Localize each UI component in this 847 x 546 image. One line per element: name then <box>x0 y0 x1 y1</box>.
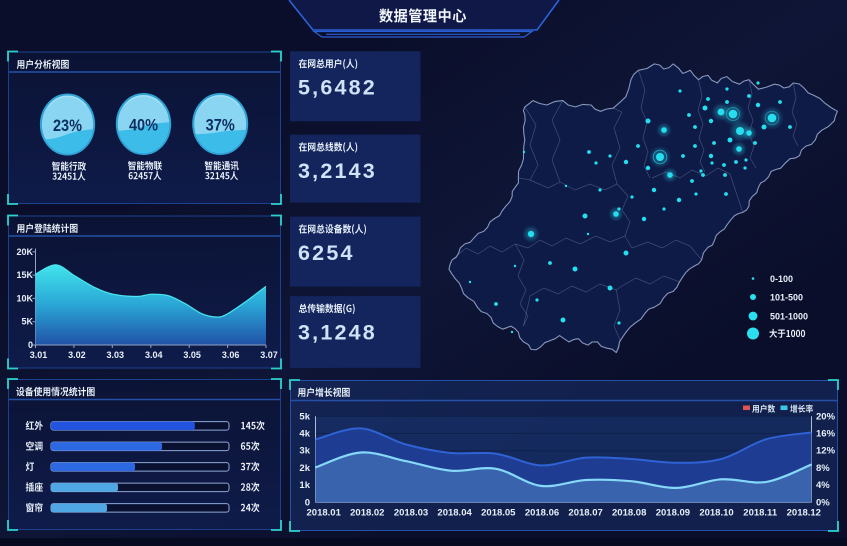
svg-text:3.01: 3.01 <box>30 350 48 360</box>
svg-text:2018.07: 2018.07 <box>568 508 602 519</box>
svg-text:4k: 4k <box>299 429 310 440</box>
svg-text:3k: 3k <box>299 446 310 457</box>
svg-text:0: 0 <box>28 340 33 350</box>
svg-text:0-100: 0-100 <box>770 274 793 284</box>
svg-text:2018.08: 2018.08 <box>612 508 646 519</box>
svg-text:2018.04: 2018.04 <box>437 508 472 519</box>
svg-text:2018.12: 2018.12 <box>787 508 821 519</box>
svg-text:5K: 5K <box>21 317 33 327</box>
svg-text:16%: 16% <box>816 429 836 440</box>
svg-text:37%: 37% <box>206 117 235 135</box>
svg-text:3,1248: 3,1248 <box>298 321 377 345</box>
svg-text:2k: 2k <box>299 463 310 474</box>
svg-text:8%: 8% <box>816 463 830 474</box>
svg-text:12%: 12% <box>816 446 836 457</box>
svg-text:3.07: 3.07 <box>260 350 278 360</box>
svg-text:20K: 20K <box>16 247 33 257</box>
svg-text:2018.11: 2018.11 <box>743 508 778 519</box>
svg-text:0%: 0% <box>816 497 830 508</box>
svg-text:4%: 4% <box>816 480 830 491</box>
svg-text:2018.03: 2018.03 <box>394 508 428 519</box>
svg-text:6254: 6254 <box>298 241 355 265</box>
svg-text:3.06: 3.06 <box>222 350 240 360</box>
svg-text:0: 0 <box>305 497 310 508</box>
svg-text:3.03: 3.03 <box>107 350 125 360</box>
svg-text:2018.01: 2018.01 <box>307 508 342 519</box>
svg-text:2018.09: 2018.09 <box>656 508 690 519</box>
svg-text:5k: 5k <box>299 411 310 422</box>
svg-text:3,2143: 3,2143 <box>298 159 377 183</box>
svg-text:5,6482: 5,6482 <box>298 76 377 100</box>
svg-text:15K: 15K <box>16 270 33 280</box>
svg-text:40%: 40% <box>129 117 158 135</box>
svg-text:2018.06: 2018.06 <box>525 508 559 519</box>
svg-text:501-1000: 501-1000 <box>770 312 808 322</box>
svg-text:3.04: 3.04 <box>145 350 163 360</box>
svg-text:2018.05: 2018.05 <box>481 508 516 519</box>
svg-text:2018.10: 2018.10 <box>699 508 733 519</box>
svg-text:1k: 1k <box>299 480 310 491</box>
svg-text:2018.02: 2018.02 <box>350 508 384 519</box>
svg-text:10K: 10K <box>16 293 33 303</box>
svg-text:20%: 20% <box>816 411 836 422</box>
svg-text:101-500: 101-500 <box>770 293 803 303</box>
svg-text:23%: 23% <box>53 117 82 135</box>
svg-text:3.02: 3.02 <box>68 350 86 360</box>
svg-text:3.05: 3.05 <box>183 350 201 360</box>
